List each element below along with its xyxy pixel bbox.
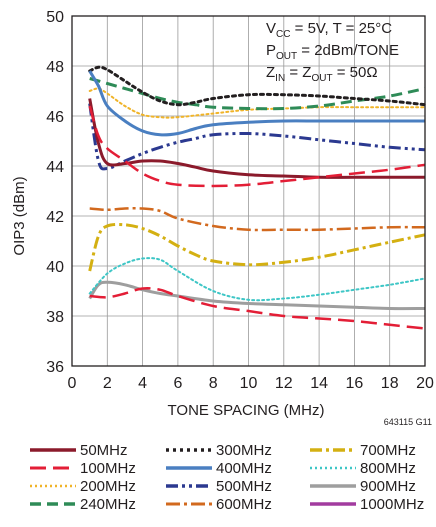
series-line-50mhz (88, 98, 425, 179)
note-vcc: VCC = 5V, T = 25°C (266, 20, 392, 40)
y-tick-label: 48 (46, 59, 64, 76)
legend-label-900mhz: 900MHz (360, 478, 416, 495)
x-tick-label: 18 (381, 375, 399, 392)
y-tick-label: 44 (46, 159, 64, 176)
note-pout: POUT = 2dBm/TONE (266, 42, 399, 62)
series-line-900mhz (88, 280, 426, 311)
x-tick-label: 12 (275, 375, 293, 392)
x-tick-label: 4 (138, 375, 147, 392)
x-tick-labels: 0 2 4 6 8 10 12 14 16 18 20 (68, 375, 434, 392)
legend-label-600mhz: 600MHz (216, 496, 272, 513)
plot-frame (71, 15, 426, 367)
legend-label-500mhz: 500MHz (216, 478, 272, 495)
x-tick-label: 10 (240, 375, 258, 392)
x-tick-label: 14 (310, 375, 328, 392)
series-line-200mhz (88, 87, 426, 119)
legend-label-700mhz: 700MHz (360, 442, 416, 459)
series-line-300mhz (88, 65, 427, 107)
y-tick-labels: 36 38 40 42 44 46 48 50 (46, 9, 64, 376)
y-axis-label: OIP3 (dBm) (11, 176, 28, 255)
x-tick-label: 8 (209, 375, 218, 392)
legend-label-100mhz: 100MHz (80, 460, 136, 477)
x-tick-label: 20 (416, 375, 434, 392)
legend-label-200mhz: 200MHz (80, 478, 136, 495)
legend-label-400mhz: 400MHz (216, 460, 272, 477)
series-line-100mhz (88, 105, 426, 188)
legend-label-50mhz: 50MHz (80, 442, 128, 459)
legend-label-800mhz: 800MHz (360, 460, 416, 477)
y-tick-label: 46 (46, 109, 64, 126)
series-line-240mhz (89, 77, 426, 111)
x-tick-label: 6 (173, 375, 182, 392)
series-layer (88, 65, 427, 330)
x-axis-label: TONE SPACING (MHz) (168, 402, 325, 419)
legend-label-1000mhz: 1000MHz (360, 496, 424, 513)
x-tick-label: 16 (346, 375, 364, 392)
note-impedance: ZIN = ZOUT = 50Ω (266, 64, 378, 84)
series-line-500mhz (88, 103, 426, 171)
series-line-700mhz (88, 222, 426, 272)
figure-id: 643115 G11 (384, 417, 432, 427)
x-tick-label: 2 (103, 375, 112, 392)
y-tick-label: 50 (46, 9, 64, 26)
series-line-400mhz (88, 70, 425, 137)
series-line-600mhz (89, 207, 426, 232)
y-tick-label: 38 (46, 309, 64, 326)
y-tick-label: 36 (46, 359, 64, 376)
series-line-800mhz (88, 257, 426, 302)
legend-label-240mhz: 240MHz (80, 496, 136, 513)
series-line-100mhz-lower (89, 287, 426, 330)
legend-label-300mhz: 300MHz (216, 442, 272, 459)
y-tick-label: 42 (46, 209, 64, 226)
y-tick-label: 40 (46, 259, 64, 276)
x-tick-label: 0 (68, 375, 77, 392)
